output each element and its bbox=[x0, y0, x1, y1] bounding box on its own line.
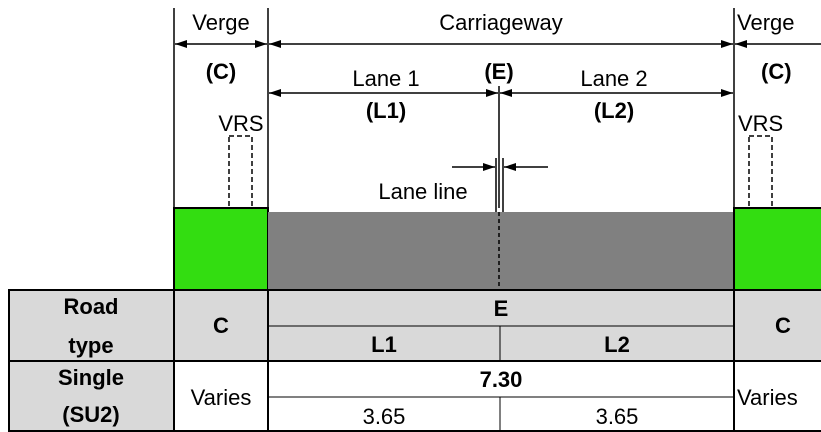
vrs-post-right bbox=[748, 135, 773, 209]
lane-line-label: Lane line bbox=[378, 179, 467, 204]
lane1-code: (L1) bbox=[366, 98, 406, 123]
carriageway-col-header: E bbox=[494, 296, 509, 321]
carriageway-surface bbox=[268, 212, 734, 290]
carriageway-header-cell bbox=[268, 290, 734, 326]
dimension-table: Road type C E L1 L2 C Single (SU2) Varie… bbox=[8, 289, 821, 432]
carriageway-total-value: 7.30 bbox=[480, 367, 523, 392]
verge-right-block bbox=[733, 207, 821, 291]
lane2-code: (L2) bbox=[594, 98, 634, 123]
verge-right-code: (C) bbox=[761, 59, 792, 84]
vrs-left-label: VRS bbox=[218, 111, 263, 136]
single-row-label-line1: Single bbox=[58, 365, 124, 390]
verge-left-value: Varies bbox=[191, 385, 252, 410]
lane2-col-header: L2 bbox=[604, 332, 630, 357]
verge-right-col-header: C bbox=[775, 313, 791, 338]
lane2-value: 3.65 bbox=[596, 404, 639, 429]
lane1-header-cell bbox=[268, 326, 500, 361]
single-row-label-cell bbox=[8, 361, 174, 432]
verge-left-code: (C) bbox=[206, 59, 237, 84]
lane2-header-cell bbox=[500, 326, 734, 361]
verge-left-col-header: C bbox=[213, 313, 229, 338]
road-type-header-cell bbox=[8, 290, 174, 361]
verge-right-label: Verge bbox=[737, 10, 795, 35]
verge-right-header-cell bbox=[734, 290, 821, 361]
lane1-col-header: L1 bbox=[371, 332, 397, 357]
verge-right-value: Varies bbox=[737, 385, 798, 410]
verge-left-header-cell bbox=[174, 290, 268, 361]
lane1-value: 3.65 bbox=[363, 404, 406, 429]
single-row-label-line2: (SU2) bbox=[62, 402, 119, 427]
verge-left-block bbox=[173, 207, 269, 291]
lane1-label: Lane 1 bbox=[352, 66, 419, 91]
road-type-header-line1: Road bbox=[64, 294, 119, 319]
carriageway-label: Carriageway bbox=[439, 10, 563, 35]
vrs-right-label: VRS bbox=[738, 111, 783, 136]
vrs-post-left bbox=[228, 135, 253, 209]
road-type-header-line2: type bbox=[68, 333, 113, 358]
edge-code: (E) bbox=[484, 59, 513, 84]
verge-left-label: Verge bbox=[192, 10, 250, 35]
lane2-label: Lane 2 bbox=[580, 66, 647, 91]
